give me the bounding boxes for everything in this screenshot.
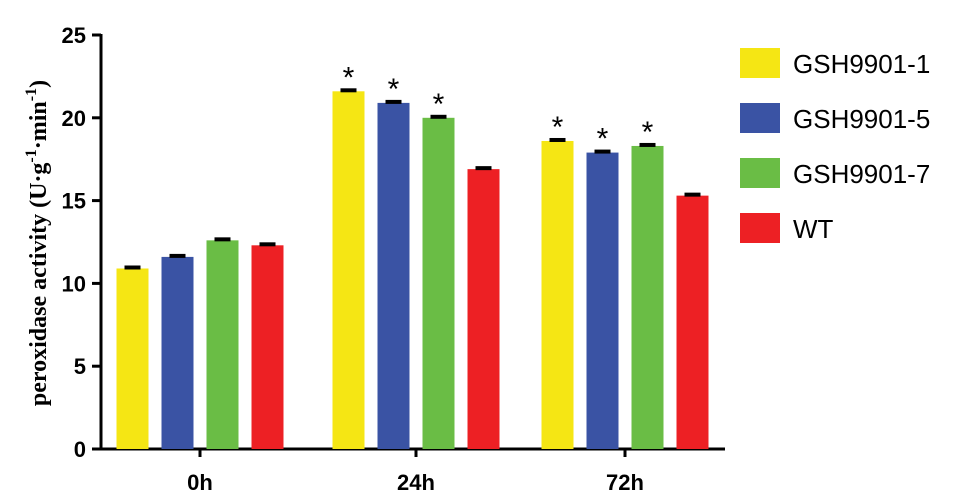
bar-GSH9901-7-72h (631, 145, 664, 449)
x-tick-label: 0h (187, 470, 213, 495)
y-tick-label: 15 (62, 189, 86, 214)
y-axis-label: peroxidase activity (U·g-1·min-1) (23, 80, 52, 406)
error-bar (594, 149, 611, 154)
error-bar (475, 166, 492, 171)
error-bar (340, 88, 357, 93)
bar-GSH9901-1-0h (116, 268, 149, 449)
significance-star: * (433, 88, 445, 121)
error-bar (259, 242, 276, 247)
y-tick-label: 25 (62, 23, 86, 48)
error-bar (549, 137, 566, 142)
y-tick-label: 5 (74, 354, 86, 379)
bar-GSH9901-5-24h (377, 102, 410, 450)
legend-label: GSH9901-7 (793, 159, 930, 189)
bar-WT-72h (676, 195, 709, 449)
bar-GSH9901-7-24h (422, 117, 455, 450)
error-bar (684, 192, 701, 197)
bar-GSH9901-1-72h (541, 140, 574, 449)
significance-star: * (642, 116, 654, 149)
bar-WT-24h (467, 169, 500, 450)
legend-swatch (740, 103, 780, 133)
bar-GSH9901-7-0h (206, 240, 239, 449)
error-bar (385, 99, 402, 104)
error-bar (214, 237, 231, 242)
bar-GSH9901-5-0h (161, 256, 194, 449)
significance-star: * (343, 61, 355, 94)
error-bar (169, 253, 186, 258)
legend-label: WT (793, 214, 834, 244)
legend-swatch (740, 48, 780, 78)
x-tick-label: 72h (606, 470, 644, 495)
bar-WT-0h (251, 245, 284, 449)
error-bar (124, 265, 141, 270)
y-tick-label: 0 (74, 437, 86, 462)
legend-swatch (740, 158, 780, 188)
y-tick-label: 20 (62, 106, 86, 131)
significance-star: * (388, 73, 400, 106)
significance-star: * (597, 123, 609, 156)
y-tick-label: 10 (62, 271, 86, 296)
x-tick-label: 24h (397, 470, 435, 495)
error-bar (430, 114, 447, 119)
bar-GSH9901-5-72h (586, 152, 619, 450)
error-bar (639, 142, 656, 147)
bar-GSH9901-1-24h (332, 91, 365, 449)
legend-label: GSH9901-1 (793, 49, 930, 79)
legend-swatch (740, 213, 780, 243)
significance-star: * (552, 111, 564, 144)
legend-label: GSH9901-5 (793, 104, 930, 134)
